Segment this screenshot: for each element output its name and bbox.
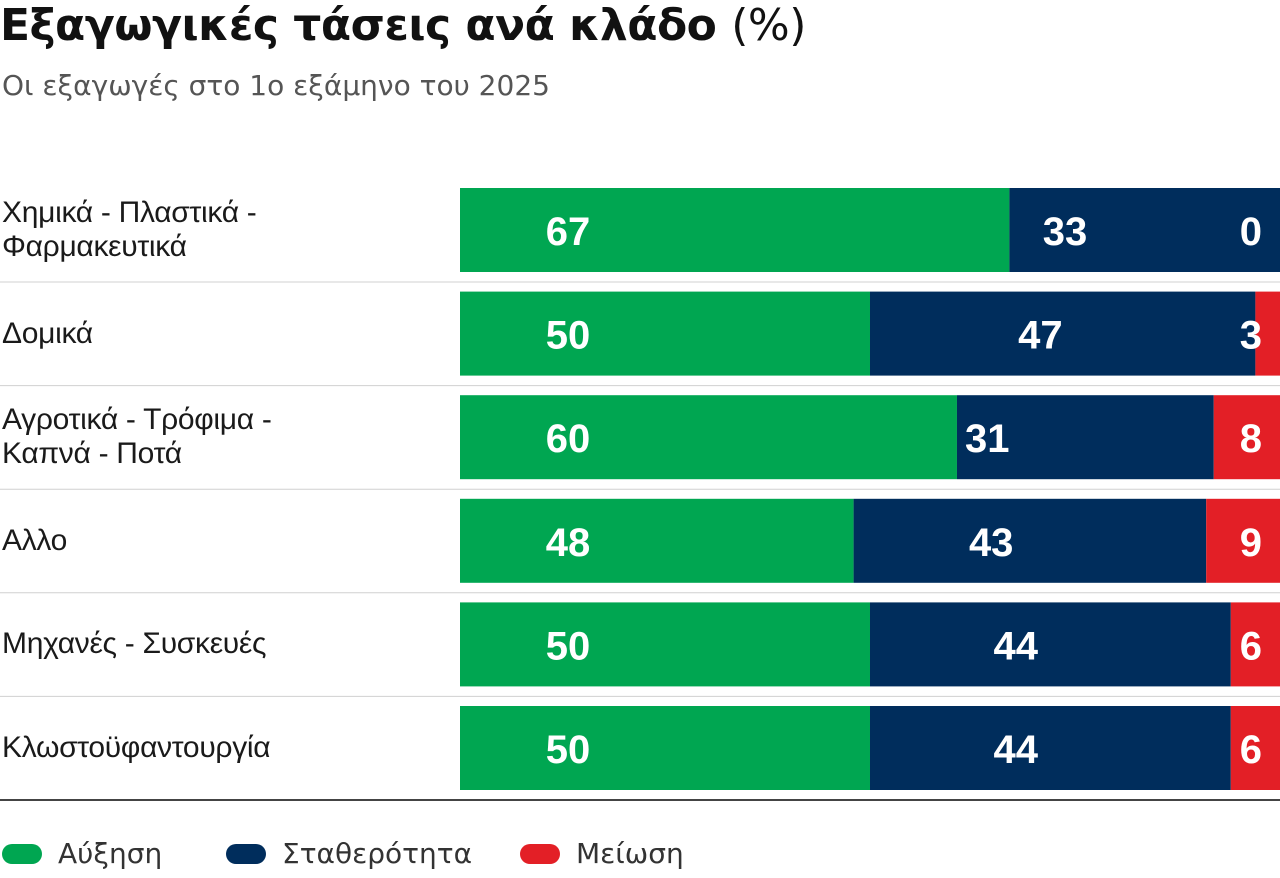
category-label: Αλλο	[2, 523, 68, 557]
data-label-increase: 48	[546, 521, 591, 565]
data-label-stable: 44	[994, 624, 1039, 668]
chart-title-text: Εξαγωγικές τάσεις ανά κλάδο	[0, 0, 717, 51]
bar-segment-increase	[460, 395, 957, 480]
data-label-decrease: 9	[1240, 521, 1262, 565]
bar-segment-increase	[460, 498, 854, 583]
data-label-decrease: 8	[1240, 417, 1262, 461]
data-label-decrease: 6	[1240, 624, 1262, 668]
category-label: Χημικά - Πλαστικά - Φαρμακευτικά	[2, 196, 257, 263]
chart-title-unit: (%)	[731, 0, 806, 51]
bar-segment-decrease	[1230, 602, 1280, 687]
bar-segment-increase	[460, 706, 870, 790]
bar-segment-decrease	[1206, 498, 1280, 583]
legend-swatch-decrease	[520, 844, 560, 864]
data-label-stable: 44	[994, 728, 1039, 772]
data-label-increase: 67	[546, 210, 591, 254]
category-label: Μηχανές - Συσκευές	[2, 627, 267, 661]
bar-segment-stable	[870, 602, 1231, 687]
chart-subtitle: Οι εξαγωγές στο 1ο εξάμηνο του 2025	[2, 69, 550, 102]
chart-title: Εξαγωγικές τάσεις ανά κλάδο (%)	[0, 0, 806, 52]
bar-segment-increase	[460, 188, 1010, 272]
data-label-stable: 31	[965, 417, 1010, 461]
stacked-bar-chart: 67 33 0 50 47 3 60 31 8 48 43 9 50 44 6 50 44 6	[0, 188, 1280, 801]
bar-segment-decrease	[1213, 395, 1280, 480]
data-label-decrease: 3	[1240, 314, 1262, 358]
legend-label-stable: Σταθερότητα	[282, 837, 473, 870]
data-label-increase: 50	[546, 624, 591, 668]
bar-segment-stable	[1009, 188, 1280, 272]
data-label-decrease: 6	[1240, 728, 1262, 772]
data-label-stable: 43	[969, 521, 1014, 565]
legend-swatch-stable	[226, 844, 266, 864]
category-label: Αγροτικά - Τρόφιμα - Καπνά - Ποτά	[2, 403, 272, 471]
bar-segment-stable	[853, 498, 1207, 583]
data-label-stable: 47	[1018, 314, 1063, 358]
legend-label-decrease: Μείωση	[576, 837, 684, 870]
bar-segment-increase	[460, 291, 870, 376]
bar-segment-stable	[956, 395, 1214, 480]
category-label: Κλωστοϋφαντουργία	[2, 731, 271, 764]
bar-segment-increase	[460, 602, 870, 687]
legend-label-increase: Αύξηση	[58, 837, 163, 870]
data-label-increase: 60	[546, 417, 591, 461]
bar-segment-decrease	[1230, 706, 1280, 790]
bar-segment-decrease	[1255, 291, 1280, 376]
data-label-increase: 50	[546, 314, 591, 358]
bar-segment-stable	[870, 706, 1231, 790]
data-label-increase: 50	[546, 728, 591, 772]
legend-swatch-increase	[2, 844, 42, 864]
bar-segment-stable	[870, 291, 1256, 376]
category-label: Δομικά	[2, 316, 93, 350]
data-label-decrease: 0	[1240, 210, 1262, 254]
data-label-stable: 33	[1043, 210, 1088, 254]
